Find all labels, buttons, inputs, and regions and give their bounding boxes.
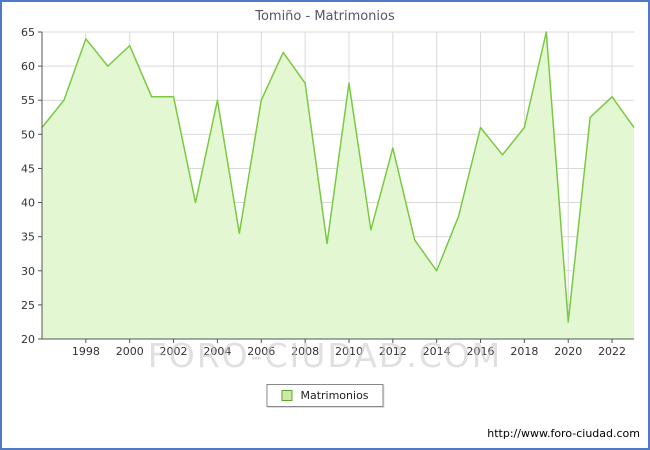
svg-text:35: 35 xyxy=(21,231,35,244)
svg-text:40: 40 xyxy=(21,197,35,210)
svg-text:2020: 2020 xyxy=(554,345,582,358)
svg-text:2022: 2022 xyxy=(598,345,626,358)
footer-url[interactable]: http://www.foro-ciudad.com xyxy=(487,427,640,440)
svg-text:2006: 2006 xyxy=(247,345,275,358)
svg-text:2016: 2016 xyxy=(467,345,495,358)
svg-text:2010: 2010 xyxy=(335,345,363,358)
svg-text:2012: 2012 xyxy=(379,345,407,358)
svg-text:25: 25 xyxy=(21,299,35,312)
svg-text:60: 60 xyxy=(21,60,35,73)
svg-text:2000: 2000 xyxy=(116,345,144,358)
svg-text:50: 50 xyxy=(21,128,35,141)
svg-text:2014: 2014 xyxy=(423,345,451,358)
svg-text:30: 30 xyxy=(21,265,35,278)
svg-text:2018: 2018 xyxy=(510,345,538,358)
chart-title: Tomiño - Matrimonios xyxy=(255,9,395,24)
svg-text:2004: 2004 xyxy=(203,345,231,358)
legend-swatch-icon xyxy=(281,390,293,401)
svg-text:1998: 1998 xyxy=(72,345,100,358)
svg-text:2002: 2002 xyxy=(160,345,188,358)
legend: Matrimonios xyxy=(266,384,384,407)
svg-text:2008: 2008 xyxy=(291,345,319,358)
legend-label: Matrimonios xyxy=(300,389,369,402)
svg-text:65: 65 xyxy=(21,26,35,39)
svg-text:55: 55 xyxy=(21,94,35,107)
svg-text:45: 45 xyxy=(21,162,35,175)
svg-text:20: 20 xyxy=(21,333,35,346)
